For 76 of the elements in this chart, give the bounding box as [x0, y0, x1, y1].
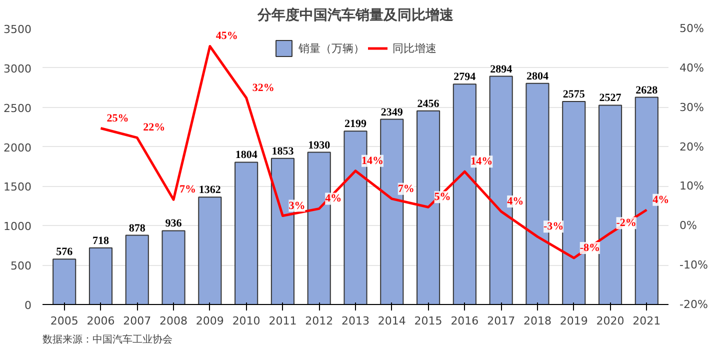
x-tick-label: 2010 [232, 314, 260, 328]
chart-title: 分年度中国汽车销量及同比增速 [256, 6, 454, 24]
y2-tick-label: 0% [680, 219, 697, 232]
data-label: 2349 [380, 106, 404, 118]
bar [125, 234, 149, 304]
data-label: 14% [362, 154, 384, 167]
data-label: -2% [616, 217, 636, 230]
legend-label: 销量（万辆） [298, 40, 364, 56]
data-label: 25% [106, 112, 129, 124]
y-tick-label: 1000 [4, 220, 32, 234]
legend-label: 同比增速 [392, 40, 436, 56]
y-tick-label: 0 [24, 299, 32, 312]
x-tick-label: 2017 [487, 314, 516, 328]
data-label: 2894 [490, 63, 513, 76]
data-label: 2628 [636, 84, 658, 96]
x-tick-label: 2006 [86, 314, 115, 328]
x-tick-label: 2021 [632, 314, 661, 328]
data-label: 1804 [235, 149, 258, 162]
data-label: 2456 [417, 98, 440, 110]
data-label: 7% [180, 184, 196, 196]
source-note: 数据来源：中国汽车工业协会 [42, 334, 172, 346]
data-label: 7% [398, 182, 414, 195]
data-label: 718 [92, 234, 110, 247]
y-tick-label: 3500 [4, 23, 32, 36]
data-label: 1853 [272, 145, 294, 158]
x-tick-label: 2009 [196, 314, 224, 328]
y-tick-label: 1500 [4, 180, 32, 194]
y-tick-label: 2500 [4, 102, 32, 115]
data-label: 2794 [454, 71, 476, 84]
x-tick-label: 2016 [450, 314, 479, 328]
data-label: 2575 [562, 88, 586, 100]
data-label: 936 [165, 218, 182, 230]
x-tick-label: 2007 [123, 314, 152, 328]
x-tick-label: 2008 [160, 314, 188, 328]
x-tick-label: 2018 [523, 314, 552, 328]
x-tick-label: 2013 [342, 314, 370, 328]
y2-tick-label: -20% [680, 298, 708, 311]
x-tick-label: 2020 [596, 314, 624, 328]
data-label: 4% [507, 195, 524, 208]
data-label: -8% [580, 242, 600, 254]
y2-tick-label: 50% [680, 22, 704, 35]
data-label: 45% [216, 30, 238, 42]
data-label: 1362 [198, 184, 222, 196]
x-tick-label: 2014 [378, 314, 406, 328]
data-label: 1930 [308, 139, 331, 152]
data-label: -3% [543, 220, 564, 233]
data-label: 3% [288, 200, 306, 212]
data-label: 2527 [599, 92, 622, 104]
x-tick-label: 2005 [50, 314, 78, 328]
y-tick-label: 2000 [4, 141, 32, 154]
bar [88, 247, 113, 304]
y-tick-label: 3000 [4, 62, 32, 76]
y2-tick-label: -10% [680, 258, 708, 272]
y2-tick-label: 10% [680, 180, 704, 193]
data-label: 2804 [526, 70, 549, 82]
x-tick-label: 2011 [268, 314, 297, 328]
bar [198, 196, 222, 304]
data-label: 4% [325, 192, 342, 205]
x-tick-label: 2012 [305, 314, 334, 328]
data-label: 14% [470, 156, 493, 168]
x-tick-label: 2015 [414, 314, 442, 328]
y-tick-label: 500 [10, 260, 32, 273]
data-label: 576 [56, 246, 74, 258]
data-label: 22% [143, 122, 166, 134]
y2-tick-label: 40% [680, 61, 704, 74]
bar [162, 230, 186, 304]
y2-tick-label: 30% [680, 100, 704, 114]
bar [52, 258, 76, 304]
bar [234, 162, 258, 304]
data-label: 32% [252, 82, 274, 94]
y2-tick-label: 20% [680, 140, 704, 154]
x-tick-label: 2019 [560, 314, 588, 328]
data-label: 878 [128, 222, 146, 234]
data-label: 4% [652, 194, 670, 206]
data-label: 2199 [344, 118, 367, 130]
data-label: 5% [434, 191, 451, 204]
